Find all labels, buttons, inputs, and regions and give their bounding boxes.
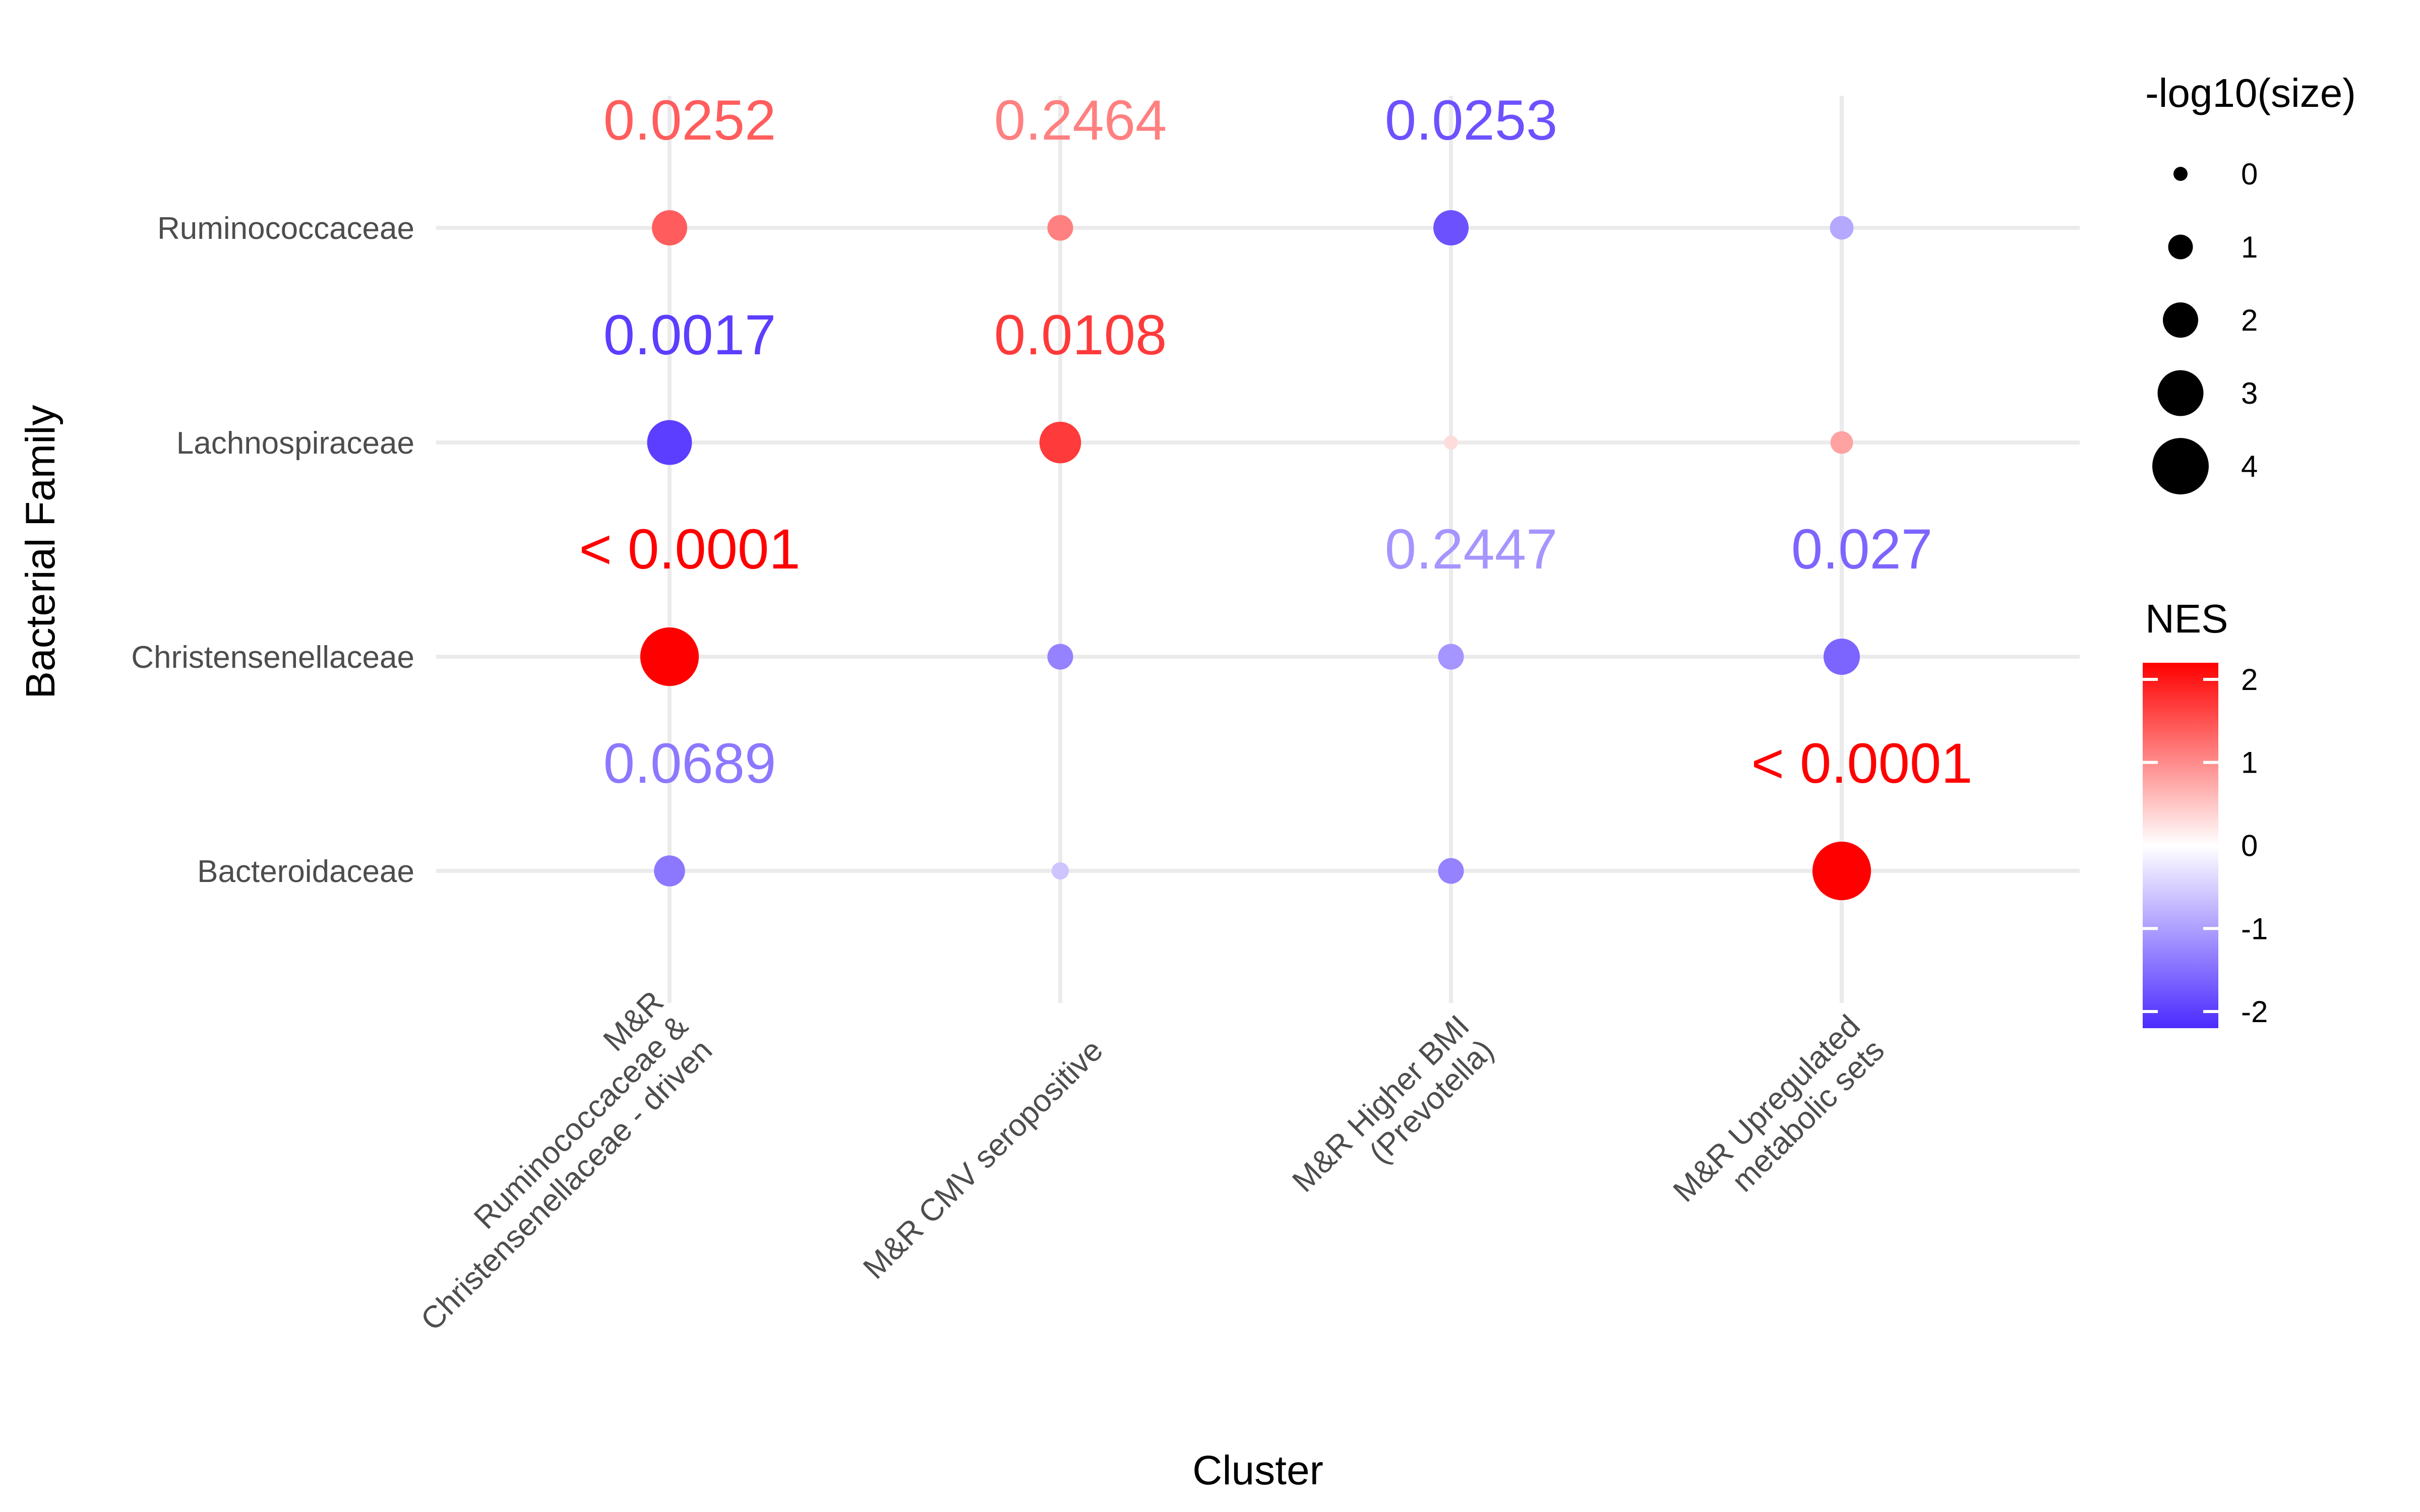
data-point [1812,841,1871,901]
y-tick-label: Lachnospiraceae [176,426,414,461]
size-legend-key [2157,370,2204,416]
size-legend-label: 2 [2241,303,2258,337]
y-tick-label: Christensenellaceae [131,640,414,675]
size-legend-key [2173,167,2188,181]
data-point [1051,862,1069,880]
size-legend-key [2168,234,2193,260]
size-legend: -log10(size) 0 1 2 3 4 [2145,71,2356,494]
size-legend-label: 4 [2241,450,2258,483]
size-legend-label: 1 [2241,230,2258,264]
y-tick-label: Ruminococcaceae [157,211,414,246]
p-value-label: 0.2464 [994,89,1167,152]
data-point [1438,858,1464,884]
color-legend-label: 2 [2241,663,2258,697]
p-value-label: 0.0253 [1385,89,1558,152]
p-value-label: 0.0108 [994,303,1167,366]
x-tick-label: M&R CMV seropositive [857,1033,1110,1286]
size-legend-key [2163,302,2198,338]
color-legend: NES 2 1 0 -1 -2 [2143,596,2268,1029]
p-value-label: 0.027 [1791,518,1932,581]
size-legend-title: -log10(size) [2145,71,2356,115]
p-value-labels: 0.0252 0.2464 0.0253 0.0017 0.0108 < 0.0001 0.… [579,89,1972,795]
grid-lines [436,96,2080,1003]
data-point [1444,435,1458,450]
p-value-label: 0.0017 [603,303,776,366]
x-axis-title: Cluster [1192,1447,1323,1493]
x-tick-label-line: Ruminococcaceae & [467,1009,695,1236]
data-point [1047,644,1073,670]
color-legend-label: -1 [2241,912,2268,946]
data-point [1830,216,1854,240]
size-legend-label: 3 [2241,376,2258,410]
data-point [1039,421,1081,464]
x-tick-label-line: M&R CMV seropositive [857,1033,1110,1286]
color-legend-label: -2 [2241,995,2268,1029]
data-point [652,210,687,245]
data-point [1438,644,1464,670]
data-point [647,420,692,465]
p-value-label: < 0.0001 [1751,732,1972,795]
p-value-label: 0.0252 [603,89,776,152]
color-legend-title: NES [2145,596,2228,641]
x-tick-label-line: Christensenellaceae - driven [414,1033,719,1337]
data-point [1823,638,1860,675]
color-legend-label: 0 [2241,829,2258,863]
data-points [640,210,1871,901]
data-point [654,855,685,887]
data-point [1433,210,1469,245]
p-value-label: 0.2447 [1385,518,1558,581]
y-axis-title: Bacterial Family [18,405,64,699]
size-legend-key [2152,438,2209,494]
size-legend-label: 0 [2241,157,2258,191]
p-value-label: < 0.0001 [579,518,800,581]
data-point [1830,431,1853,454]
x-tick-label: M&R Higher BMI(Prevotella) [1286,1009,1500,1199]
color-legend-label: 1 [2241,746,2258,780]
data-point [640,627,699,686]
y-tick-label: Bacteroidaceae [197,854,414,889]
p-value-label: 0.0689 [603,732,776,795]
data-point [1047,215,1073,241]
y-tick-labels: Ruminococcaceae Lachnospiraceae Christense… [131,211,414,889]
